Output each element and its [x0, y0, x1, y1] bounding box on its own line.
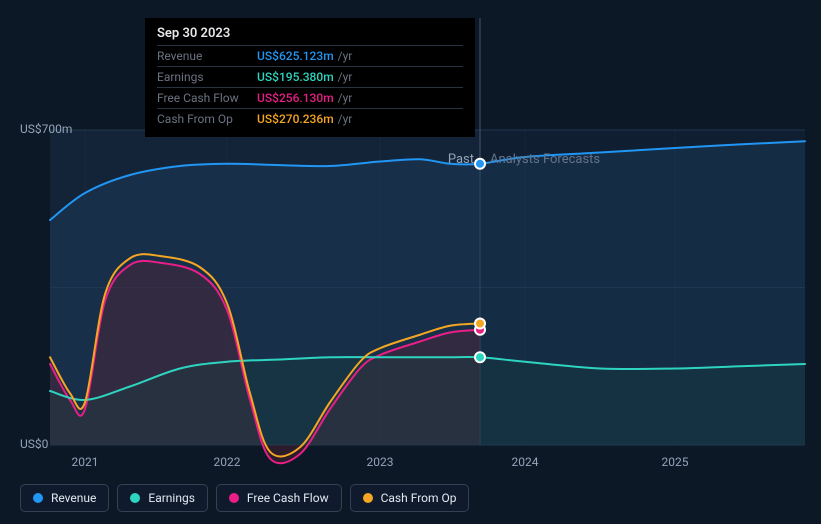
- tooltip-row-unit: /yr: [338, 91, 353, 105]
- chart-container: Sep 30 2023 RevenueUS$625.123m/yrEarning…: [0, 0, 821, 524]
- legend-item-label: Cash From Op: [381, 491, 457, 505]
- tooltip-row-label: Cash From Op: [157, 112, 257, 126]
- tooltip-row-unit: /yr: [338, 112, 353, 126]
- legend-item[interactable]: Free Cash Flow: [216, 484, 342, 512]
- tooltip-row-value: US$625.123m: [257, 49, 334, 63]
- x-axis-label: 2024: [512, 455, 539, 469]
- tooltip-row-unit: /yr: [338, 70, 353, 84]
- legend-dot-icon: [229, 493, 239, 503]
- legend-dot-icon: [33, 493, 43, 503]
- legend-dot-icon: [363, 493, 373, 503]
- tooltip-row: Cash From OpUS$270.236m/yr: [157, 108, 463, 129]
- legend-item-label: Free Cash Flow: [247, 491, 329, 505]
- x-axis-label: 2023: [367, 455, 394, 469]
- legend-dot-icon: [130, 493, 140, 503]
- y-axis-label: US$700m: [20, 122, 72, 136]
- tooltip-row-label: Earnings: [157, 70, 257, 84]
- tooltip-row: Free Cash FlowUS$256.130m/yr: [157, 87, 463, 108]
- tooltip-row-value: US$270.236m: [257, 112, 334, 126]
- tooltip-row: EarningsUS$195.380m/yr: [157, 66, 463, 87]
- tooltip-row-value: US$195.380m: [257, 70, 334, 84]
- past-label: Past: [448, 152, 474, 167]
- tooltip-date: Sep 30 2023: [157, 26, 463, 45]
- tooltip-row: RevenueUS$625.123m/yr: [157, 45, 463, 66]
- legend-item[interactable]: Cash From Op: [350, 484, 470, 512]
- forecast-label: Analysts Forecasts: [490, 152, 600, 167]
- x-axis-label: 2021: [72, 455, 99, 469]
- y-axis-label: US$0: [20, 437, 48, 451]
- x-axis-label: 2025: [662, 455, 689, 469]
- legend-item[interactable]: Revenue: [20, 484, 109, 512]
- tooltip-row-label: Free Cash Flow: [157, 91, 257, 105]
- x-axis-label: 2022: [214, 455, 241, 469]
- legend-item-label: Revenue: [51, 491, 96, 505]
- tooltip-row-label: Revenue: [157, 49, 257, 63]
- tooltip: Sep 30 2023 RevenueUS$625.123m/yrEarning…: [145, 18, 475, 137]
- legend: Revenue Earnings Free Cash Flow Cash From O…: [20, 484, 469, 512]
- tooltip-row-value: US$256.130m: [257, 91, 334, 105]
- tooltip-row-unit: /yr: [338, 49, 353, 63]
- legend-item-label: Earnings: [148, 491, 195, 505]
- legend-item[interactable]: Earnings: [117, 484, 208, 512]
